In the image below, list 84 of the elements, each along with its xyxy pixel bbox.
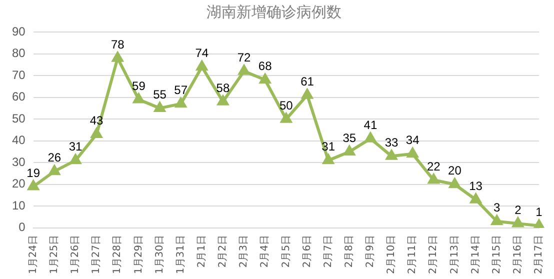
y-tick-label: 80 bbox=[12, 46, 26, 60]
x-tick-label: 2月10日 bbox=[386, 234, 398, 274]
point bbox=[386, 150, 397, 160]
data-label: 2 bbox=[514, 202, 522, 217]
y-tick-label: 60 bbox=[12, 90, 26, 104]
y-tick-label: 70 bbox=[12, 68, 26, 82]
point bbox=[70, 154, 81, 164]
y-tick-label: 10 bbox=[12, 198, 26, 212]
x-tick-label: 2月16日 bbox=[512, 234, 524, 274]
x-tick-label: 1月28日 bbox=[112, 234, 124, 274]
y-tick-label: 50 bbox=[12, 111, 26, 126]
chart-title: 湖南新增确诊病例数 bbox=[206, 2, 342, 21]
point bbox=[154, 102, 166, 112]
x-tick-label: 1月30日 bbox=[154, 234, 166, 274]
data-label: 1 bbox=[536, 205, 543, 220]
x-tick-label: 2月1日 bbox=[196, 234, 208, 268]
x-tick-label: 2月13日 bbox=[449, 234, 460, 274]
point bbox=[512, 218, 524, 228]
point bbox=[302, 89, 313, 99]
point bbox=[133, 93, 144, 104]
point bbox=[49, 165, 60, 176]
data-label: 35 bbox=[342, 131, 356, 146]
data-label: 34 bbox=[406, 133, 420, 148]
x-tick-label: 2月5日 bbox=[280, 234, 292, 268]
data-label: 31 bbox=[68, 140, 82, 154]
point bbox=[470, 194, 482, 204]
x-tick-label: 1月24日 bbox=[28, 234, 39, 274]
point bbox=[280, 113, 292, 123]
data-label: 26 bbox=[48, 150, 62, 165]
data-label: 72 bbox=[237, 50, 252, 64]
data-label: 19 bbox=[26, 166, 40, 180]
data-label: 61 bbox=[300, 74, 314, 88]
point bbox=[218, 96, 228, 106]
point bbox=[534, 220, 544, 228]
x-tick-label: 1月29日 bbox=[133, 234, 144, 274]
x-tick-label: 2月4日 bbox=[260, 234, 271, 268]
x-tick-label: 2月9日 bbox=[365, 234, 376, 268]
y-tick-label: 0 bbox=[18, 220, 26, 234]
data-label: 50 bbox=[279, 98, 294, 112]
data-label: 68 bbox=[258, 59, 272, 74]
x-tick-label: 2月6日 bbox=[302, 234, 313, 268]
data-label: 55 bbox=[153, 88, 167, 102]
point bbox=[428, 174, 440, 184]
point bbox=[449, 178, 460, 188]
x-tick-label: 2月12日 bbox=[428, 234, 440, 274]
point bbox=[175, 98, 186, 108]
data-label: 3 bbox=[494, 200, 501, 215]
point bbox=[491, 215, 502, 226]
data-label: 57 bbox=[174, 83, 188, 98]
data-label: 22 bbox=[426, 159, 441, 174]
y-tick-label: 40 bbox=[12, 133, 26, 148]
data-label: 59 bbox=[132, 78, 146, 93]
data-label: 41 bbox=[364, 118, 378, 132]
point bbox=[260, 74, 270, 84]
x-tick-label: 1月31日 bbox=[175, 234, 186, 274]
point bbox=[238, 65, 250, 75]
x-tick-label: 2月11日 bbox=[407, 234, 418, 274]
x-tick-label: 1月27日 bbox=[91, 234, 102, 274]
x-tick-label: 2月8日 bbox=[344, 234, 355, 268]
x-tick-label: 2月17日 bbox=[534, 234, 545, 274]
x-tick-label: 2月15日 bbox=[491, 234, 502, 274]
x-tick-label: 2月14日 bbox=[470, 234, 482, 274]
data-label: 20 bbox=[448, 164, 462, 178]
data-label: 74 bbox=[195, 46, 209, 60]
y-tick-label: 20 bbox=[12, 176, 26, 191]
x-tick-label: 2月2日 bbox=[218, 234, 229, 268]
x-tick-label: 1月26日 bbox=[70, 234, 82, 274]
data-label: 78 bbox=[110, 37, 125, 52]
point bbox=[196, 60, 208, 71]
data-label: 58 bbox=[216, 80, 230, 95]
point bbox=[407, 148, 418, 158]
point bbox=[112, 52, 124, 62]
point bbox=[322, 154, 334, 164]
x-tick-label: 1月25日 bbox=[49, 234, 60, 274]
y-tick-label: 30 bbox=[12, 154, 26, 169]
data-label: 33 bbox=[384, 135, 399, 150]
point bbox=[91, 128, 102, 138]
point bbox=[365, 132, 376, 142]
x-tick-label: 2月7日 bbox=[322, 234, 334, 268]
x-tick-label: 2月3日 bbox=[238, 234, 250, 268]
point bbox=[344, 146, 355, 156]
point bbox=[28, 180, 39, 190]
data-label: 13 bbox=[469, 178, 483, 193]
y-tick-label: 90 bbox=[12, 24, 26, 38]
